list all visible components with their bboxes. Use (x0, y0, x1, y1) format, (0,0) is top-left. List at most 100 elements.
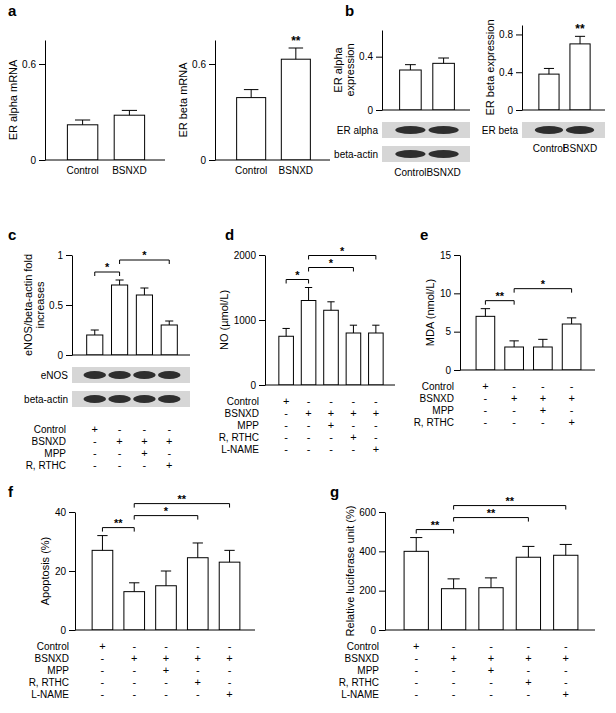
significance-mark: ** (291, 34, 301, 48)
y-tick-mark (454, 332, 460, 333)
y-tick-mark (209, 160, 215, 161)
condition-sign: - (374, 395, 378, 407)
y-tick-label: 0 (60, 625, 66, 636)
condition-sign: + (163, 664, 169, 676)
error-bar (305, 288, 312, 301)
y-axis: 00.6 (22, 41, 45, 166)
bar (404, 551, 428, 630)
y-tick-label: 0 (30, 155, 36, 166)
y-tick: 1000 (234, 315, 265, 326)
panel: 00.6ER beta mRNAControlBSNXD** (177, 34, 330, 176)
y-tick-mark (39, 160, 45, 161)
bar (124, 592, 145, 630)
blot (522, 122, 605, 138)
condition-sign: - (414, 676, 418, 688)
y-axis-title: Relative luciferase unit (%) (344, 506, 356, 637)
panel: g0200400600Relative luciferase unit (%)C… (330, 483, 595, 700)
blot-band (395, 150, 425, 158)
condition-sign: - (307, 443, 311, 455)
y-tick: 10 (440, 288, 460, 299)
condition-sign: + (141, 447, 147, 459)
condition-sign: + (540, 404, 546, 416)
x-tick-label: BSNXD (563, 143, 597, 154)
y-axis-title: eNOS/beta-actin foldincreases (22, 254, 46, 356)
condition-sign: + (540, 392, 546, 404)
x-axis-line (72, 355, 190, 356)
y-axis-title-line: Apoptosis (%) (39, 537, 51, 605)
condition-sign: - (489, 640, 493, 652)
condition-sign: + (511, 392, 517, 404)
figure: a00.6ER alpha mRNAControlBSNXD00.6ER bet… (0, 0, 616, 713)
y-tick-mark (516, 72, 522, 73)
significance-mark: ** (575, 22, 585, 36)
condition-sign: + (525, 676, 531, 688)
condition-sign: - (452, 664, 456, 676)
bar (479, 588, 503, 630)
error-bar (544, 68, 554, 74)
y-tick-mark (66, 255, 72, 256)
y-tick-mark (516, 110, 522, 111)
y-tick-mark (379, 551, 385, 552)
error-bar (327, 302, 334, 310)
blot-band (566, 126, 594, 134)
y-tick: 0 (370, 625, 385, 636)
blot-background (72, 367, 190, 383)
condition-sign: - (101, 652, 105, 664)
condition-sign: - (512, 380, 516, 392)
condition-sign: - (167, 447, 171, 459)
bar (87, 335, 103, 355)
plot-area (92, 536, 240, 630)
panel: a00.6ER alpha mRNAControlBSNXD (7, 2, 165, 176)
condition-label: MPP (432, 405, 454, 416)
condition-sign: - (196, 640, 200, 652)
condition-sign: - (527, 640, 531, 652)
x-tick: Control (66, 165, 98, 176)
y-tick: 0 (30, 155, 45, 166)
y-axis-line (522, 26, 523, 111)
error-bar (560, 544, 572, 555)
condition-label: MPP (47, 665, 69, 676)
condition-sign: - (541, 380, 545, 392)
bar (237, 98, 266, 160)
y-axis: 0200400600 (359, 507, 385, 636)
significance-mark: * (105, 261, 110, 273)
condition-sign: - (352, 419, 356, 431)
condition-label: BSNXD (225, 408, 259, 419)
condition-sign: + (563, 652, 569, 664)
error-bar (129, 583, 139, 592)
error-bar (438, 58, 449, 63)
condition-sign: - (570, 380, 574, 392)
blot-band (428, 150, 458, 158)
y-axis: 00.4 (359, 31, 382, 116)
condition-sign: + (568, 392, 574, 404)
condition-sign: - (414, 688, 418, 700)
condition-sign: - (307, 419, 311, 431)
y-axis-title: ER alpha mRNA (7, 59, 19, 140)
condition-sign: - (452, 676, 456, 688)
y-tick-label: 40 (55, 507, 67, 518)
blot (72, 391, 190, 407)
condition-sign: - (564, 640, 568, 652)
condition-sign: - (374, 431, 378, 443)
condition-sign: - (196, 664, 200, 676)
bar (554, 555, 578, 630)
condition-label: R, RTHC (339, 677, 379, 688)
y-tick-mark (259, 385, 265, 386)
condition-sign: - (284, 443, 288, 455)
error-bar (538, 339, 547, 347)
condition-sign: - (93, 435, 97, 447)
error-bar (161, 571, 171, 586)
y-tick: 0.6 (192, 59, 215, 70)
condition-sign: + (373, 407, 379, 419)
condition-sign: + (373, 443, 379, 455)
panel-label: d (225, 226, 234, 243)
error-bar (522, 546, 534, 557)
y-axis-line (460, 256, 461, 371)
plot-area (400, 58, 455, 110)
plot-area (476, 309, 581, 370)
significance-mark: * (164, 505, 169, 517)
x-tick: BSNXD (112, 165, 146, 176)
bar (369, 333, 384, 385)
condition-label: BSNXD (345, 653, 379, 664)
y-axis-line (72, 256, 73, 356)
